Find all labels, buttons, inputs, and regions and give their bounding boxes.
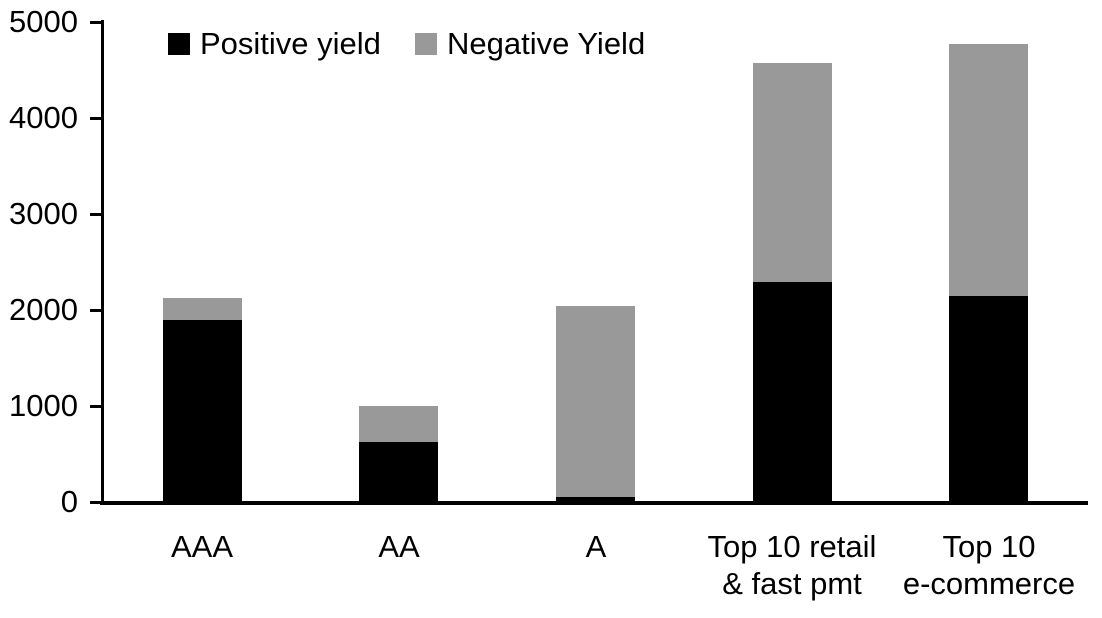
category-label-line: Top 10 bbox=[942, 529, 1036, 564]
legend-label: Negative Yield bbox=[447, 26, 646, 61]
y-axis-tick-label: 1000 bbox=[9, 388, 78, 423]
bar-segment-positive-yield bbox=[556, 497, 635, 502]
bar-segment-negative-yield bbox=[556, 306, 635, 498]
bar-segment-negative-yield bbox=[949, 44, 1028, 296]
legend-label: Positive yield bbox=[200, 26, 381, 61]
category-label: Top 10 e-commerce bbox=[849, 528, 1102, 602]
category-label-line: Top 10 retail bbox=[707, 529, 877, 564]
bar-segment-negative-yield bbox=[359, 406, 438, 443]
y-axis-tick-mark bbox=[90, 21, 104, 24]
y-axis-tick-label: 2000 bbox=[9, 292, 78, 327]
category-label-line: e-commerce bbox=[902, 566, 1076, 601]
y-axis-tick-mark bbox=[90, 309, 104, 312]
legend-swatch bbox=[415, 33, 437, 55]
category-label-line: AAA bbox=[170, 529, 234, 564]
y-axis-line bbox=[101, 20, 104, 505]
bar-segment-negative-yield bbox=[163, 298, 242, 320]
y-axis-tick-label: 5000 bbox=[9, 4, 78, 39]
legend-item-negative-yield: Negative Yield bbox=[415, 26, 646, 61]
y-axis-tick-mark bbox=[90, 405, 104, 408]
legend-swatch bbox=[168, 33, 190, 55]
category-label: Top 10 retail & fast pmt bbox=[652, 528, 932, 602]
bar-segment-positive-yield bbox=[753, 282, 832, 502]
x-axis-line bbox=[100, 501, 1088, 505]
bar-segment-positive-yield bbox=[163, 319, 242, 502]
bar-segment-negative-yield bbox=[753, 63, 832, 283]
category-label: A bbox=[456, 528, 736, 565]
bar-segment-positive-yield bbox=[359, 442, 438, 502]
category-label: AA bbox=[259, 528, 539, 565]
y-axis-tick-label: 4000 bbox=[9, 100, 78, 135]
y-axis-tick-mark bbox=[90, 501, 104, 504]
y-axis-tick-label: 0 bbox=[60, 484, 78, 519]
category-label: AAA bbox=[62, 528, 342, 565]
bar-segment-positive-yield bbox=[949, 295, 1028, 502]
category-label-line: AA bbox=[378, 529, 420, 564]
legend-item-positive-yield: Positive yield bbox=[168, 26, 381, 61]
y-axis-tick-mark bbox=[90, 213, 104, 216]
category-label-line: & fast pmt bbox=[722, 566, 862, 601]
category-label-line: A bbox=[585, 529, 607, 564]
y-axis-tick-mark bbox=[90, 117, 104, 120]
y-axis-tick-label: 3000 bbox=[9, 196, 78, 231]
